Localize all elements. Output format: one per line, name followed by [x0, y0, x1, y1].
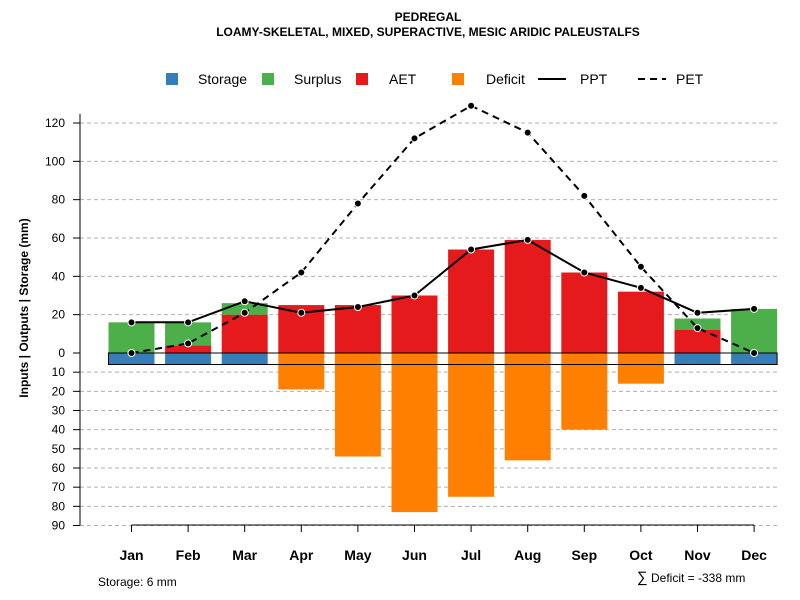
y-tick-label-top-60: 60 [52, 231, 66, 245]
point-ppt-oct [636, 283, 645, 292]
y-tick-label-top-20: 20 [52, 308, 66, 322]
y-tick-label-top-40: 40 [52, 269, 66, 283]
point-ppt-jun [410, 291, 419, 300]
y-tick-label-bottom-50: 50 [52, 442, 66, 456]
point-pet-feb [184, 339, 193, 348]
y-tick-label-bottom-30: 30 [52, 404, 66, 418]
bar-deficit-sep [561, 353, 608, 430]
chart-title: PEDREGAL [395, 10, 462, 24]
x-axis: Jan Feb Mar Apr May Jun Jul Aug Sep Oct Nov Dec [119, 524, 767, 563]
bar-aet-aug [504, 239, 551, 353]
legend-label-surplus: Surplus [294, 71, 341, 87]
legend-swatch-storage [166, 73, 178, 85]
point-pet-apr [297, 268, 306, 277]
y-tick-label-bottom-10: 10 [52, 365, 66, 379]
bar-storage-dec [731, 353, 778, 365]
point-ppt-jan [127, 318, 136, 327]
y-axis: 0 20 40 60 80 100 120 10 20 30 40 50 60 70 80 90 [45, 113, 81, 533]
bar-surplus-feb [165, 322, 212, 346]
line-ppt [131, 238, 755, 324]
point-ppt-jul [467, 245, 476, 254]
legend-label-storage: Storage [198, 71, 247, 87]
point-ppt-aug [523, 235, 532, 244]
x-tick-label-aug: Aug [514, 547, 541, 563]
bar-surplus-jan [108, 322, 155, 353]
line-pet [131, 104, 755, 354]
y-tick-label-bottom-90: 90 [52, 519, 66, 533]
x-tick-label-jun: Jun [402, 547, 427, 563]
point-pet-aug [523, 128, 532, 137]
legend-swatch-aet [356, 73, 368, 85]
bar-aet-sep [561, 272, 608, 353]
bar-storage-mar [221, 353, 268, 365]
y-tick-label-bottom-40: 40 [52, 423, 66, 437]
x-tick-label-nov: Nov [684, 547, 711, 563]
legend-label-aet: AET [389, 71, 417, 87]
point-ppt-sep [580, 268, 589, 277]
legend-label-pet: PET [676, 71, 704, 87]
bars [108, 239, 778, 513]
bar-aet-jul [448, 249, 495, 353]
y-axis-label: Inputs | Outputs | Storage (mm) [17, 218, 31, 397]
x-tick-label-jul: Jul [461, 547, 481, 563]
point-ppt-may [353, 303, 362, 311]
deficit-note: Deficit = -338 mm [651, 571, 745, 585]
bar-aet-nov [674, 330, 721, 353]
y-tick-label-top-100: 100 [45, 154, 65, 168]
legend-label-ppt: PPT [580, 71, 608, 87]
y-tick-label-top-0: 0 [58, 346, 65, 360]
bar-deficit-aug [504, 353, 551, 461]
x-tick-label-apr: Apr [289, 547, 314, 563]
legend-swatch-surplus [262, 73, 274, 85]
bar-deficit-oct [617, 353, 664, 384]
x-tick-label-mar: Mar [232, 547, 257, 563]
point-ppt-dec [750, 304, 759, 313]
point-ppt-mar [240, 297, 249, 306]
bar-aet-feb [165, 345, 212, 353]
bar-aet-mar [221, 314, 268, 353]
x-tick-label-sep: Sep [571, 547, 597, 563]
bar-storage-jan [108, 353, 155, 365]
x-tick-label-feb: Feb [176, 547, 201, 563]
y-tick-label-bottom-70: 70 [52, 480, 66, 494]
y-tick-label-bottom-60: 60 [52, 461, 66, 475]
point-pet-jul [467, 101, 476, 110]
bar-deficit-jun [391, 353, 438, 513]
x-tick-label-dec: Dec [741, 547, 767, 563]
point-ppt-nov [693, 308, 702, 317]
point-pet-oct [636, 262, 645, 271]
lines [127, 101, 759, 357]
chart-subtitle: LOAMY-SKELETAL, MIXED, SUPERACTIVE, MESI… [216, 25, 640, 39]
y-tick-label-top-120: 120 [45, 116, 65, 130]
x-tick-label-may: May [344, 547, 371, 563]
x-tick-label-oct: Oct [629, 547, 653, 563]
point-pet-mar [240, 308, 249, 317]
y-tick-label-bottom-20: 20 [52, 384, 66, 398]
deficit-sum-icon: ∑ [637, 569, 648, 586]
point-pet-dec [750, 349, 759, 357]
point-pet-sep [580, 191, 589, 200]
bar-aet-oct [617, 291, 664, 353]
bar-storage-nov [674, 353, 721, 365]
y-tick-label-top-80: 80 [52, 193, 66, 207]
bar-deficit-jul [448, 353, 495, 497]
legend: Storage Surplus AET Deficit PPT PET [166, 71, 704, 87]
bar-aet-jun [391, 295, 438, 353]
point-pet-jun [410, 134, 419, 143]
point-pet-nov [693, 324, 702, 333]
legend-label-deficit: Deficit [486, 71, 525, 87]
storage-note: Storage: 6 mm [98, 575, 177, 589]
y-tick-label-bottom-80: 80 [52, 499, 66, 513]
point-ppt-feb [184, 318, 193, 327]
point-ppt-apr [297, 308, 306, 317]
bar-storage-feb [165, 353, 212, 365]
legend-swatch-deficit [452, 73, 464, 85]
bar-deficit-apr [278, 353, 325, 390]
bar-deficit-may [334, 353, 381, 457]
bar-aet-may [334, 305, 381, 353]
point-pet-jan [127, 349, 136, 357]
x-tick-label-jan: Jan [119, 547, 143, 563]
point-pet-may [353, 199, 362, 208]
